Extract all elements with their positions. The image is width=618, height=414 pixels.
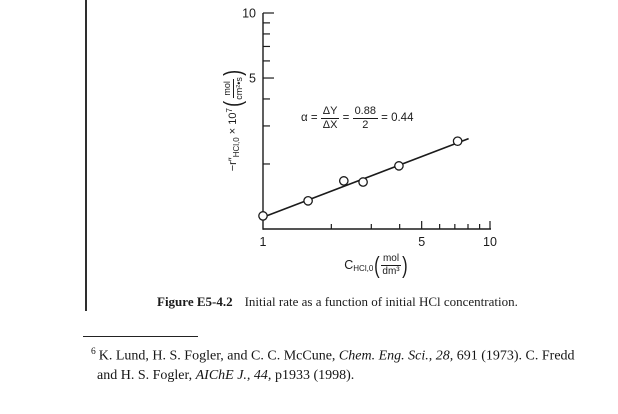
y-axis-label-exponent: 7 (224, 108, 234, 113)
y-tick-label: 10 (242, 7, 256, 21)
y-axis-label-prefix: −r″ (227, 157, 239, 172)
footnote-divider (83, 336, 198, 337)
data-point (394, 161, 404, 171)
x-tick-label: 5 (418, 235, 425, 249)
annotation-equals: = (339, 112, 353, 124)
fraction-numerator: ΔY (320, 105, 340, 119)
data-point (358, 177, 368, 187)
fraction-denominator: ΔX (322, 118, 338, 131)
figure-caption-label: Figure E5-4.2 (157, 294, 233, 309)
page-margin-rule (85, 0, 87, 311)
fraction-denominator: 2 (362, 118, 369, 131)
x-tick-label: 1 (260, 235, 267, 249)
y-axis-label-mult: × 10 (227, 112, 239, 138)
fraction-numerator: mol (380, 253, 402, 266)
value-fraction: 0.88 2 (352, 105, 378, 131)
x-tick-label: 10 (483, 235, 497, 249)
footnote-text: p1933 (1998). (271, 367, 355, 383)
x-axis-label-subscript: HCl,0 (353, 263, 374, 273)
footnote-line-2: and H. S. Fogler, AIChE J., 44, p1933 (1… (97, 366, 618, 385)
x-axis-label-prefix: C (344, 258, 354, 272)
data-point (452, 136, 463, 147)
y-axis-units-fraction: mol cm²•s (222, 77, 244, 100)
slope-annotation: α = ΔY ΔX = 0.88 2 = 0.44 (301, 105, 413, 131)
delta-fraction: ΔY ΔX (320, 105, 340, 131)
data-point (303, 195, 313, 206)
data-point (338, 176, 349, 186)
footnote-text: K. Lund, H. S. Fogler, and C. C. McCune, (98, 348, 339, 364)
figure-caption: Figure E5-4.2 Initial rate as a function … (157, 294, 518, 310)
fraction-numerator: 0.88 (352, 105, 378, 119)
footnote-text: and H. S. Fogler, (97, 367, 196, 383)
annotation-result: = 0.44 (377, 112, 414, 124)
x-axis-label: C HCl,0(mol dm³) (329, 250, 424, 280)
figure-caption-text: Initial rate as a function of initial HC… (244, 294, 518, 309)
fraction-numerator: mol (222, 79, 234, 98)
x-axis-units-fraction: mol dm³ (380, 253, 402, 277)
footnote: 6 K. Lund, H. S. Fogler, and C. C. McCune… (83, 336, 618, 385)
footnote-citation-italic: AIChE J., 44, (195, 367, 272, 383)
y-axis-label: −r″ HCl,0 × 10 7(mol cm²•s) (215, 54, 251, 186)
footnote-line-1: 6 K. Lund, H. S. Fogler, and C. C. McCune… (91, 343, 618, 366)
y-axis-label-subscript: HCl,0 (231, 137, 241, 158)
fraction-denominator: dm³ (382, 265, 400, 277)
footnote-text: 691 (1973). C. Fredd (453, 348, 575, 364)
right-paren: ) (218, 69, 247, 76)
annotation-alpha: α = (301, 112, 321, 124)
data-point (258, 211, 268, 221)
footnote-citation-italic: Chem. Eng. Sci., 28, (338, 348, 454, 364)
y-tick-label: 5 (249, 72, 256, 86)
right-paren: ) (402, 251, 408, 278)
left-paren: ( (218, 100, 247, 107)
fraction-denominator: cm²•s (233, 77, 244, 100)
footnote-marker: 6 (91, 347, 96, 357)
left-paren: ( (374, 251, 380, 278)
